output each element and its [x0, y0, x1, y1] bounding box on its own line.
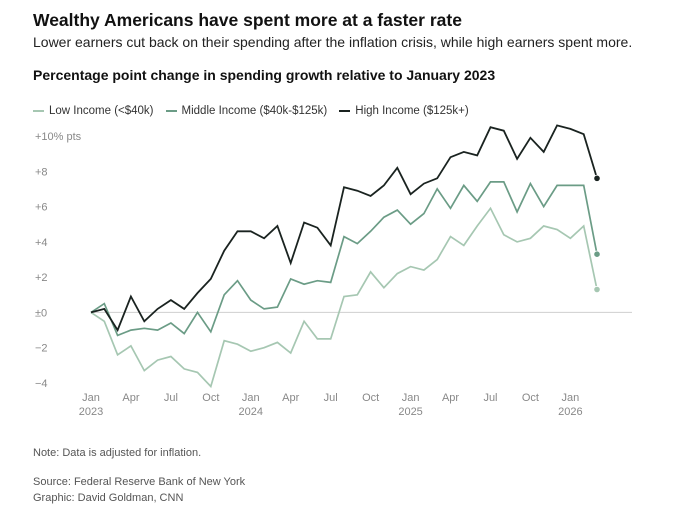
legend-item-middle-income: Middle Income ($40k-$125k) — [165, 105, 328, 117]
y-tick-label: +2 — [35, 272, 48, 284]
series-line-high-income — [90, 124, 598, 333]
y-tick-label: +8 — [35, 166, 48, 178]
subheadline: Lower earners cut back on their spending… — [33, 34, 633, 50]
legend-label-high-income: High Income ($125k+) — [355, 105, 469, 117]
y-tick-label: ±0 — [35, 307, 47, 319]
x-tick-year-label: 2025 — [398, 406, 422, 418]
x-tick-label: Oct — [202, 392, 219, 404]
chart-note: Note: Data is adjusted for inflation. — [33, 447, 202, 459]
legend-label-middle-income: Middle Income ($40k-$125k) — [181, 105, 328, 117]
y-tick-label: −2 — [35, 343, 48, 355]
x-tick-label: Oct — [362, 392, 379, 404]
legend-item-high-income: High Income ($125k+) — [339, 105, 469, 117]
series-end-marker-high-income — [593, 174, 601, 182]
chart-title: Percentage point change in spending grow… — [33, 67, 496, 83]
x-tick-label: Jul — [483, 392, 497, 404]
x-tick-label: Apr — [282, 392, 299, 404]
x-tick-label: Oct — [522, 392, 539, 404]
x-tick-label: Jan — [242, 392, 260, 404]
x-tick-year-label: 2026 — [558, 406, 582, 418]
chart-source: Source: Federal Reserve Bank of New York — [33, 476, 246, 488]
y-tick-label: +6 — [35, 202, 48, 214]
x-tick-label: Jul — [324, 392, 338, 404]
legend-label-low-income: Low Income (<$40k) — [49, 105, 154, 117]
series-line-low-income — [90, 206, 598, 389]
x-tick-label: Jul — [164, 392, 178, 404]
x-tick-label: Jan — [82, 392, 100, 404]
x-tick-year-label: 2024 — [239, 406, 263, 418]
x-tick-label: Jan — [402, 392, 420, 404]
x-tick-label: Apr — [122, 392, 139, 404]
series-end-marker-low-income — [593, 285, 601, 294]
x-tick-year-label: 2023 — [79, 406, 103, 418]
chart-credit: Graphic: David Goldman, CNN — [33, 492, 184, 504]
legend-item-low-income: Low Income (<$40k) — [33, 105, 154, 117]
x-tick-label: Apr — [442, 392, 459, 404]
headline: Wealthy Americans have spent more at a f… — [33, 10, 462, 30]
y-tick-label: +10% pts — [35, 131, 82, 143]
chart-legend: Low Income (<$40k) Middle Income ($40k-$… — [33, 105, 469, 117]
series-end-marker-middle-income — [593, 250, 601, 258]
legend-swatch-middle-income — [165, 110, 177, 112]
legend-swatch-low-income — [33, 110, 44, 112]
y-tick-label: −4 — [35, 378, 48, 390]
y-tick-label: +4 — [35, 237, 48, 249]
legend-swatch-high-income — [339, 110, 351, 112]
series-line-middle-income — [90, 181, 598, 337]
x-tick-label: Jan — [561, 392, 579, 404]
